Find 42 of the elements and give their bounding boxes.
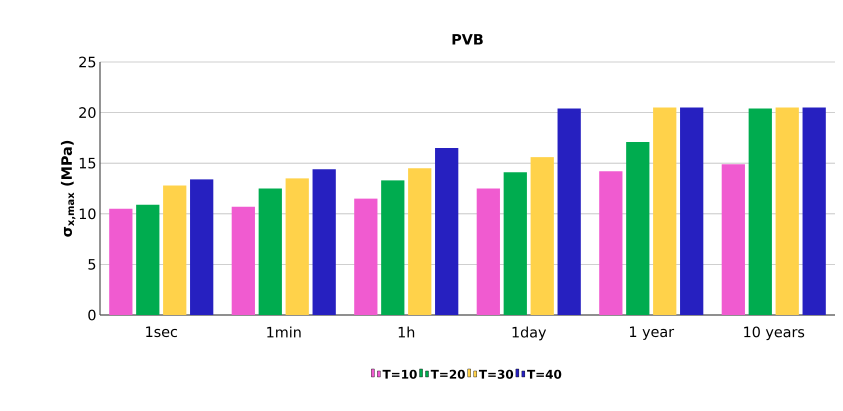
y-tick-label: 25	[79, 56, 96, 68]
bar	[190, 179, 214, 315]
bar	[653, 108, 676, 315]
bar	[802, 108, 826, 315]
bar	[776, 108, 799, 315]
bar	[748, 108, 772, 315]
legend-label: T=10	[382, 370, 417, 379]
bar	[109, 208, 132, 315]
legend-label: T=40	[527, 370, 562, 379]
bar	[286, 178, 309, 315]
bar	[599, 171, 622, 315]
bar	[722, 164, 745, 315]
bar	[163, 185, 186, 315]
legend-label: T=30	[478, 370, 514, 379]
y-tick-label: 10	[80, 208, 96, 220]
chart-title: PVB	[452, 34, 483, 45]
bar	[504, 172, 527, 315]
bar	[530, 157, 554, 315]
y-tick-label: 15	[80, 158, 96, 169]
y-tick-label: 5	[88, 259, 96, 270]
bar	[258, 188, 282, 315]
y-tick-label: 0	[88, 310, 96, 320]
x-tick-label: 10 years	[744, 326, 804, 340]
bar	[476, 188, 500, 315]
legend-label: T=20	[430, 370, 465, 379]
bar	[381, 180, 404, 315]
bar	[354, 198, 378, 315]
x-tick-label: 1day	[512, 326, 546, 340]
bar	[680, 108, 704, 315]
y-tick-label: 20	[79, 107, 96, 118]
bar	[312, 169, 336, 315]
bar	[435, 148, 458, 315]
bar	[232, 206, 255, 315]
x-tick-label: 1min	[267, 326, 301, 338]
bar	[626, 142, 650, 315]
bar	[408, 168, 432, 315]
x-tick-label: 1h	[398, 326, 414, 338]
bar	[136, 204, 160, 315]
bar	[558, 108, 581, 315]
y-axis-title: σ$_{x,max}$ (MPa)	[60, 140, 76, 237]
x-tick-label: 1 year	[630, 326, 674, 340]
x-tick-label: 1sec	[146, 326, 178, 338]
